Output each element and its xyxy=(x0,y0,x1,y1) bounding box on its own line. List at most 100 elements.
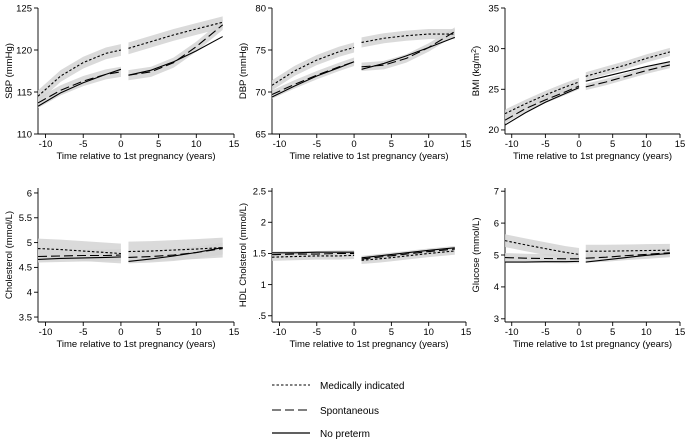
hdl-x-tick-label: -10 xyxy=(273,327,287,338)
sbp-x-tick-label: 10 xyxy=(191,139,202,150)
sbp-y-tick-label: 120 xyxy=(16,45,32,56)
hdl-x-tick-label: -5 xyxy=(313,327,321,338)
cholesterol-y-tick-label: 3.5 xyxy=(19,312,32,323)
hdl-y-axis-title-text: HDL Cholsterol (mmol/L) xyxy=(238,203,249,307)
sbp-x-axis-title: Time relative to 1st pregnancy (years) xyxy=(56,151,215,162)
hdl-series-solid-pre xyxy=(272,251,355,254)
dbp-ci-band-dotted-pre xyxy=(272,42,355,91)
dbp-series-solid-post xyxy=(361,36,456,70)
dbp-x-tick-label: 15 xyxy=(461,139,472,150)
legend-label-medically-indicated: Medically indicated xyxy=(320,381,405,392)
hdl-series-dotted-post xyxy=(361,250,455,261)
sbp-series-solid-pre xyxy=(37,68,122,107)
glucose-series-dotted-post xyxy=(585,249,670,252)
dbp-series-dotted-pre xyxy=(271,46,355,86)
sbp-series-dotted-post xyxy=(128,21,223,49)
glucose-series-solid-pre xyxy=(505,260,580,263)
hdl-y-tick-label: 1.5 xyxy=(253,249,266,260)
dbp-y-tick-label: 70 xyxy=(255,87,266,98)
hdl-x-tick-label: 10 xyxy=(423,327,434,338)
glucose-x-axis-title: Time relative to 1st pregnancy (years) xyxy=(513,339,672,350)
cholesterol-x-tick-label: -5 xyxy=(79,327,87,338)
sbp-x-tick-label: -10 xyxy=(39,139,53,150)
dbp-y-tick-label: 80 xyxy=(255,3,266,14)
glucose-series-dashed-pre xyxy=(504,257,580,260)
hdl-x-tick-label: 5 xyxy=(389,327,394,338)
dbp-x-tick-label: 10 xyxy=(423,139,434,150)
bmi-y-tick-label: 30 xyxy=(488,44,499,55)
cholesterol-y-tick-label: 5 xyxy=(27,238,32,249)
bmi-x-tick-label: 15 xyxy=(675,139,685,150)
dbp-x-tick-label: -5 xyxy=(313,139,321,150)
dbp-series-dotted-post xyxy=(361,33,455,43)
sbp-ci-band-dashed-pre xyxy=(38,66,121,108)
bmi-x-tick-label: 0 xyxy=(576,139,581,150)
bmi-series-dashed-pre xyxy=(504,85,580,121)
hdl-x-axis-title: Time relative to 1st pregnancy (years) xyxy=(289,339,448,350)
bmi-y-tick-label: 20 xyxy=(488,125,499,136)
hdl-y-tick-label: 2.5 xyxy=(253,186,266,197)
panel-sbp: 110 115 120 125 -10 -5 0 5 10 15 Time relative to … xyxy=(4,3,239,162)
cholesterol-series-solid-post xyxy=(128,247,223,262)
cholesterol-ci-band-dashed-post xyxy=(128,242,223,264)
hdl-series-dashed-pre xyxy=(271,252,355,256)
dbp-y-tick-label: 65 xyxy=(255,129,266,140)
cholesterol-y-tick-label: 6 xyxy=(27,188,32,199)
bmi-series-dashed-post xyxy=(585,64,671,88)
panel-dbp: 65 70 75 80 -10 -5 0 5 10 15 Time relative to 1st … xyxy=(238,3,471,162)
sbp-x-tick-label: 15 xyxy=(229,139,240,150)
sbp-x-tick-label: 5 xyxy=(156,139,161,150)
dbp-y-axis-title: DBP (mmHg) xyxy=(238,43,249,99)
legend-label-no-preterm: No preterm xyxy=(320,429,370,440)
sbp-x-tick-label: -5 xyxy=(79,139,87,150)
legend-label-spontaneous: Spontaneous xyxy=(320,406,379,417)
bmi-series-dotted-post xyxy=(585,51,671,77)
glucose-x-tick-label: 0 xyxy=(576,327,581,338)
dbp-series-dashed-pre xyxy=(271,61,355,96)
cholesterol-y-tick-label: 5.5 xyxy=(19,213,32,224)
hdl-x-tick-label: 0 xyxy=(351,327,356,338)
dbp-x-axis-title: Time relative to 1st pregnancy (years) xyxy=(289,151,448,162)
cholesterol-y-tick-label: 4.5 xyxy=(19,263,32,274)
bmi-y-axis-title-sup: 2 xyxy=(471,49,478,53)
bmi-y-tick-label: 35 xyxy=(488,3,499,14)
bmi-x-tick-label: 10 xyxy=(641,139,652,150)
glucose-x-tick-label: 10 xyxy=(641,327,652,338)
bmi-series-solid-post xyxy=(585,61,671,82)
cholesterol-series-dashed-pre xyxy=(37,254,121,258)
bmi-x-tick-label: 5 xyxy=(610,139,615,150)
dbp-ci-band-dotted-post xyxy=(361,29,455,48)
hdl-series-dashed-post xyxy=(361,248,455,260)
hdl-y-tick-label: .5 xyxy=(258,311,266,322)
bmi-y-axis-title-end: ) xyxy=(471,46,482,49)
hdl-series-dotted-pre xyxy=(271,254,355,258)
bmi-ci-band-dashed-pre xyxy=(505,82,580,124)
sbp-ci-band-dashed-post xyxy=(128,19,223,81)
cholesterol-x-tick-label: 10 xyxy=(191,327,202,338)
sbp-y-tick-label: 125 xyxy=(16,3,32,14)
cholesterol-series-solid-pre xyxy=(37,256,121,261)
cholesterol-y-axis-title: Cholesterol (mmol/L) xyxy=(4,211,15,299)
cholesterol-y-tick-label: 4 xyxy=(27,288,32,299)
cholesterol-x-tick-label: 5 xyxy=(156,327,161,338)
sbp-series-dashed-post xyxy=(128,24,224,76)
glucose-x-tick-label: 15 xyxy=(675,327,685,338)
hdl-series-solid-post xyxy=(361,247,455,259)
cholesterol-y-axis-title-text: Cholesterol (mmol/L) xyxy=(4,211,15,299)
sbp-series-solid-post xyxy=(128,36,223,76)
cholesterol-x-tick-label: 15 xyxy=(229,327,240,338)
glucose-y-tick-label: 3 xyxy=(494,314,499,325)
hdl-y-tick-label: 2 xyxy=(261,218,266,229)
sbp-y-tick-label: 115 xyxy=(17,87,32,98)
sbp-series-dashed-pre xyxy=(37,71,122,104)
glucose-y-tick-label: 4 xyxy=(494,282,499,293)
dbp-x-tick-label: 5 xyxy=(389,139,394,150)
legend: Medically indicated Spontaneous No prete… xyxy=(272,381,405,440)
cholesterol-series-dashed-post xyxy=(128,248,223,259)
bmi-y-axis-title-text: BMI (kg/m xyxy=(471,53,482,96)
bmi-series-dotted-pre xyxy=(504,81,580,115)
glucose-y-tick-label: 5 xyxy=(494,250,499,261)
